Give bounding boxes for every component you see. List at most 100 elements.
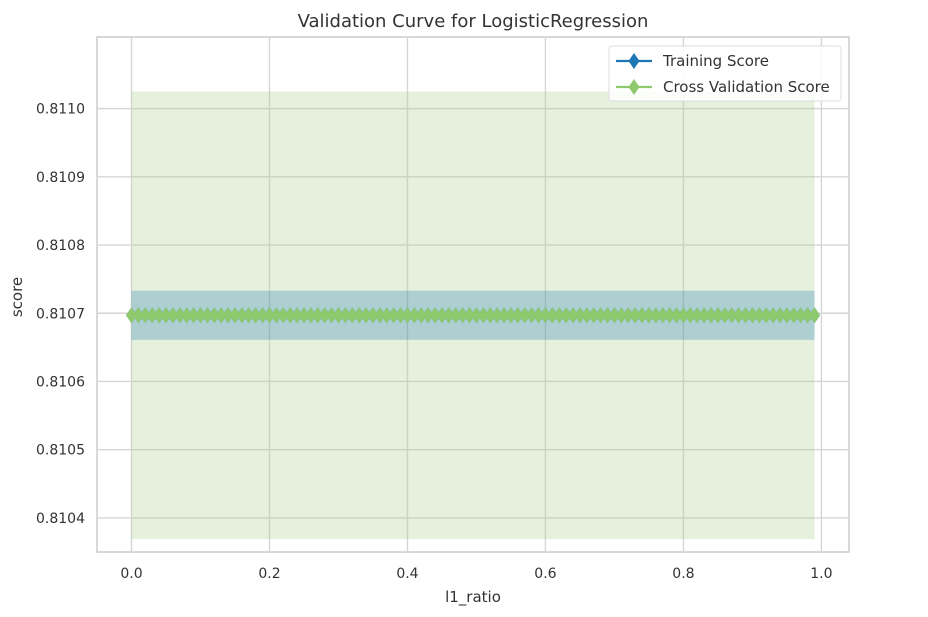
cv-score-point <box>319 307 331 324</box>
cv-score-point <box>346 307 358 324</box>
cv-score-point <box>684 307 696 324</box>
legend: Training Score Cross Validation Score <box>608 45 842 102</box>
cv-score-point <box>691 307 703 324</box>
cv-score-point <box>767 307 779 324</box>
x-tick-label: 0.4 <box>396 566 418 582</box>
y-tick-label: 0.8109 <box>36 170 85 186</box>
cv-score-point <box>374 307 386 324</box>
cv-score-point <box>188 307 200 324</box>
cv-score-point <box>753 307 765 324</box>
cv-score-point <box>174 307 186 324</box>
y-axis-ticks: 0.8104 0.8105 0.8106 0.8107 0.8108 0.8109 0.81… <box>36 102 85 527</box>
cv-score-point <box>250 307 262 324</box>
y-tick-label: 0.8106 <box>36 374 85 390</box>
cv-score-point <box>719 307 731 324</box>
cv-score-point <box>622 307 634 324</box>
cv-score-point <box>740 307 752 324</box>
cv-score-point <box>153 307 165 324</box>
cv-score-point <box>422 307 434 324</box>
cv-score-point <box>477 307 489 324</box>
cv-score-point <box>498 307 510 324</box>
cv-score-point <box>533 307 545 324</box>
cv-score-point <box>809 307 821 324</box>
cv-score-point <box>284 307 296 324</box>
x-axis-ticks: 0.0 0.2 0.4 0.6 0.8 1.0 <box>120 566 832 582</box>
cv-score-point <box>298 307 310 324</box>
cv-score-point <box>795 307 807 324</box>
cv-score-point <box>726 307 738 324</box>
cv-score-point <box>705 307 717 324</box>
x-tick-label: 0.2 <box>258 566 280 582</box>
cv-score-point <box>415 307 427 324</box>
cv-score-point <box>774 307 786 324</box>
cv-score-point <box>677 307 689 324</box>
cv-score-point <box>760 307 772 324</box>
cv-score-point <box>194 307 206 324</box>
cv-score-markers <box>125 307 821 324</box>
cv-score-point <box>712 307 724 324</box>
cv-score-point <box>408 307 420 324</box>
cv-score-point <box>650 307 662 324</box>
x-tick-label: 1.0 <box>810 566 832 582</box>
cv-score-point <box>567 307 579 324</box>
cv-score-point <box>526 307 538 324</box>
cv-score-point <box>132 307 144 324</box>
cv-score-point <box>657 307 669 324</box>
legend-label-training: Training Score <box>662 52 769 70</box>
cv-score-point <box>236 307 248 324</box>
cv-score-point <box>450 307 462 324</box>
cv-score-point <box>436 307 448 324</box>
cv-score-point <box>581 307 593 324</box>
cv-score-point <box>671 307 683 324</box>
cv-score-point <box>505 307 517 324</box>
cv-score-point <box>629 307 641 324</box>
y-tick-label: 0.8108 <box>36 238 85 254</box>
cv-score-point <box>312 307 324 324</box>
cv-score-point <box>746 307 758 324</box>
cv-score-point <box>512 307 524 324</box>
cv-score-point <box>443 307 455 324</box>
cv-score-point <box>464 307 476 324</box>
cv-score-point <box>291 307 303 324</box>
y-tick-label: 0.8105 <box>36 443 85 459</box>
x-tick-label: 0.8 <box>672 566 694 582</box>
cv-score-point <box>401 307 413 324</box>
chart-title: Validation Curve for LogisticRegression <box>298 11 649 32</box>
cv-score-point <box>270 307 282 324</box>
cv-score-point <box>243 307 255 324</box>
cv-score-point <box>263 307 275 324</box>
cv-score-point <box>802 307 814 324</box>
cv-score-point <box>305 307 317 324</box>
cv-score-point <box>360 307 372 324</box>
cv-score-point <box>615 307 627 324</box>
cv-score-point <box>553 307 565 324</box>
cv-score-point <box>539 307 551 324</box>
y-axis-label: score <box>8 277 26 317</box>
cv-score-point <box>595 307 607 324</box>
cv-score-point <box>457 307 469 324</box>
legend-label-cv: Cross Validation Score <box>663 78 830 96</box>
cv-score-point <box>388 307 400 324</box>
legend-marker-training <box>628 53 640 69</box>
cv-score-point <box>395 307 407 324</box>
cv-score-point <box>470 307 482 324</box>
cv-score-point <box>257 307 269 324</box>
cv-score-point <box>181 307 193 324</box>
cv-score-point <box>608 307 620 324</box>
cv-score-point <box>125 307 137 324</box>
legend-marker-cv <box>628 79 640 95</box>
cv-score-point <box>208 307 220 324</box>
cv-score-point <box>222 307 234 324</box>
y-tick-label: 0.8104 <box>36 511 85 527</box>
y-tick-label: 0.8110 <box>36 102 85 118</box>
cv-score-point <box>332 307 344 324</box>
cv-score-point <box>139 307 151 324</box>
cv-score-point <box>326 307 338 324</box>
cv-score-point <box>367 307 379 324</box>
cv-score-point <box>643 307 655 324</box>
cv-score-point <box>429 307 441 324</box>
cv-score-point <box>201 307 213 324</box>
cv-score-point <box>353 307 365 324</box>
cv-score-point <box>160 307 172 324</box>
